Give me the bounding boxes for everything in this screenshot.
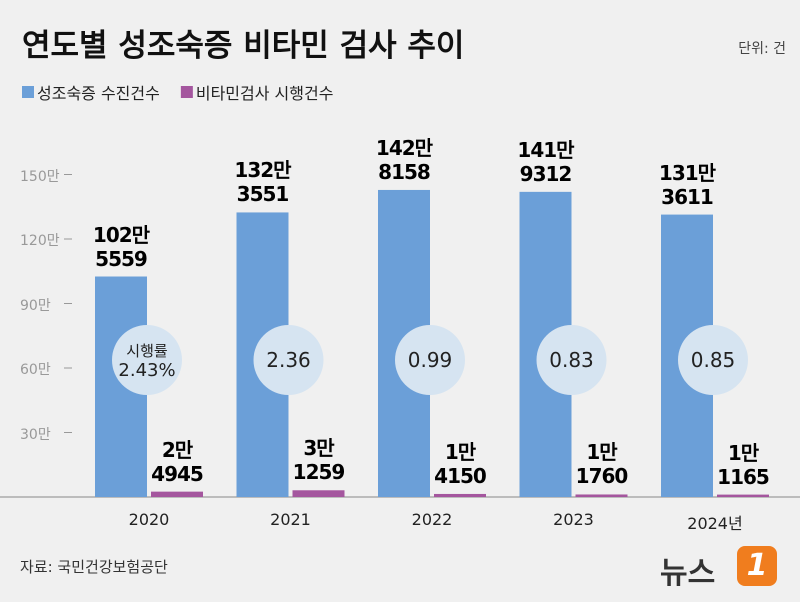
rate-circle bbox=[395, 325, 465, 395]
legend-swatch bbox=[22, 86, 34, 98]
bar bbox=[434, 493, 486, 497]
chart-title: 연도별 성조숙증 비타민 검사 추이 bbox=[22, 28, 465, 64]
value-label: 141만 9312 bbox=[517, 137, 574, 186]
bar bbox=[151, 491, 203, 497]
bar bbox=[717, 494, 769, 497]
rate-label: 0.85 bbox=[690, 348, 736, 372]
x-tick-label: 2020 bbox=[128, 510, 170, 529]
rate-label: 0.99 bbox=[407, 348, 453, 372]
bar bbox=[575, 494, 628, 497]
logo: 뉴스 bbox=[660, 556, 716, 591]
rate-circle bbox=[536, 325, 607, 395]
x-tick-label: 2023 bbox=[553, 510, 594, 529]
rate-circle bbox=[112, 325, 182, 395]
x-tick-label: 2024년 bbox=[687, 514, 743, 533]
rate-label: 2.43% bbox=[118, 360, 176, 381]
rate-label: 0.83 bbox=[549, 348, 594, 372]
legend-swatch bbox=[180, 86, 193, 98]
y-tick-label: 90만 bbox=[20, 297, 51, 314]
value-label: 1만 1760 bbox=[575, 440, 629, 489]
value-label: 102만 5559 bbox=[92, 222, 150, 271]
value-label: 132만 3551 bbox=[234, 158, 291, 207]
value-label: 142만 8158 bbox=[375, 135, 433, 184]
x-tick-label: 2021 bbox=[270, 510, 311, 529]
legend-label: 비타민검사 시행건수 bbox=[195, 84, 334, 103]
source: 자료: 국민건강보험공단 bbox=[20, 558, 168, 576]
y-tick-label: 30만 bbox=[20, 426, 51, 443]
rate-circle bbox=[678, 325, 748, 395]
value-label: 131만 3611 bbox=[658, 160, 716, 209]
legend-label: 성조숙증 수진건수 bbox=[37, 84, 160, 103]
unit: 단위: 건 bbox=[738, 41, 786, 57]
y-tick-label: 120만 bbox=[20, 233, 60, 249]
rate-circle bbox=[253, 325, 324, 395]
bar bbox=[292, 490, 345, 497]
y-tick-label: 60만 bbox=[20, 362, 51, 378]
value-label: 3만 1259 bbox=[292, 436, 346, 485]
x-tick-label: 2022 bbox=[411, 510, 453, 529]
rate-name: 시행률 bbox=[126, 342, 168, 360]
y-tick-label: 150만 bbox=[20, 168, 60, 185]
value-label: 2만 4945 bbox=[151, 437, 204, 486]
rate-label: 2.36 bbox=[266, 348, 311, 372]
value-label: 1만 1165 bbox=[717, 440, 770, 489]
logo-mark: 1 bbox=[737, 546, 777, 586]
value-label: 1만 4150 bbox=[434, 439, 487, 488]
